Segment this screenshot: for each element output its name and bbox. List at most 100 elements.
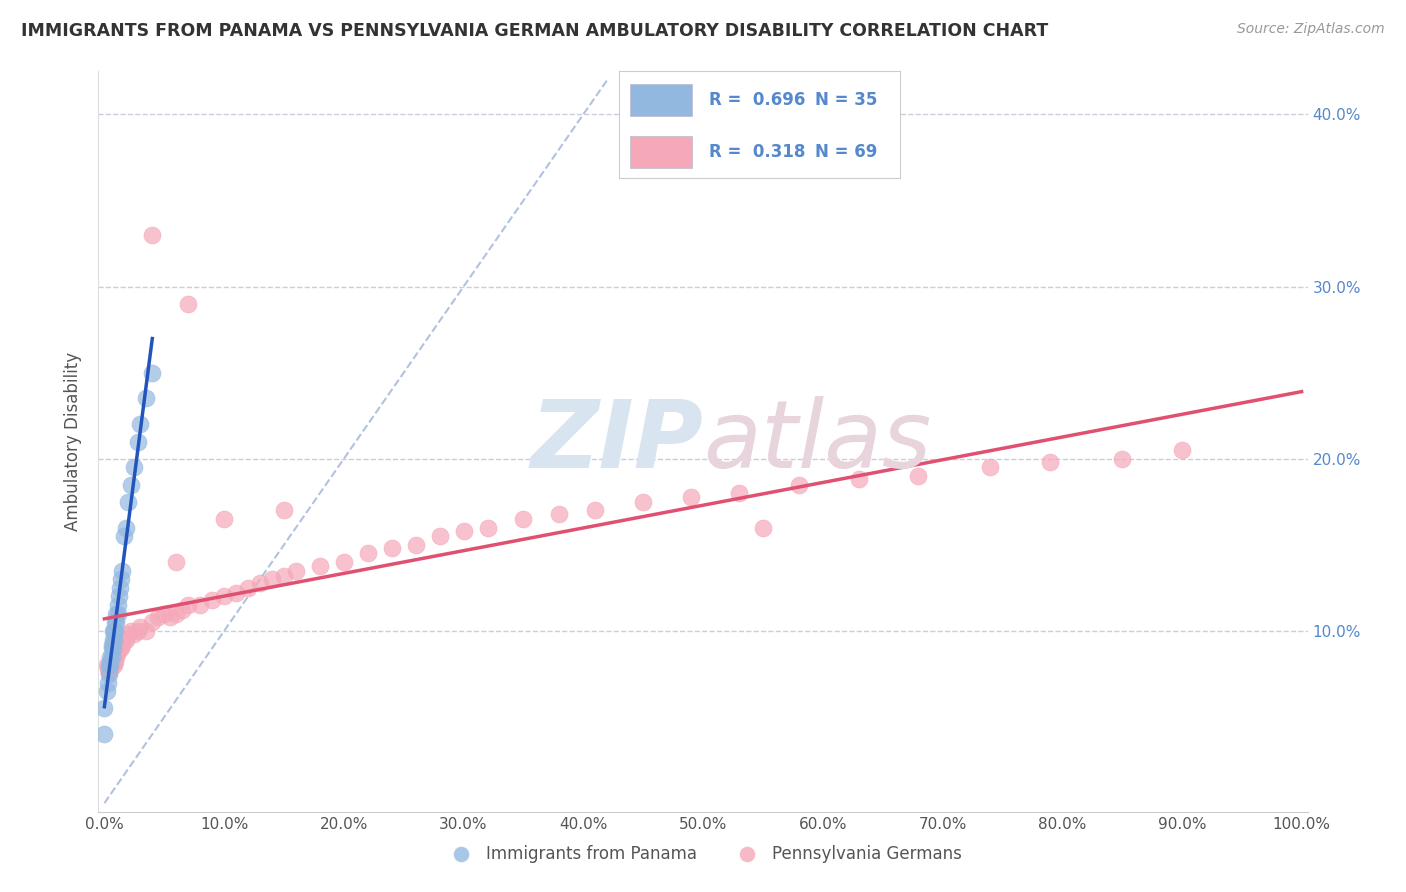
Point	[201, 593, 224, 607]
Point	[105, 615, 128, 630]
Point	[110, 641, 132, 656]
Point	[120, 624, 142, 638]
Point	[127, 624, 149, 638]
Point	[249, 575, 271, 590]
Point	[453, 524, 475, 538]
Point	[141, 615, 163, 630]
Text: IMMIGRANTS FROM PANAMA VS PENNSYLVANIA GERMAN AMBULATORY DISABILITY CORRELATION : IMMIGRANTS FROM PANAMA VS PENNSYLVANIA G…	[21, 22, 1049, 40]
Point	[100, 655, 122, 669]
Text: Source: ZipAtlas.com: Source: ZipAtlas.com	[1237, 22, 1385, 37]
Point	[96, 684, 118, 698]
Point	[105, 641, 128, 656]
Point	[97, 675, 120, 690]
Point	[429, 529, 451, 543]
Point	[165, 555, 187, 569]
Point	[148, 610, 170, 624]
Point	[631, 495, 654, 509]
Text: N = 69: N = 69	[815, 143, 877, 161]
Point	[112, 632, 135, 647]
Point	[159, 610, 181, 624]
Y-axis label: Ambulatory Disability: Ambulatory Disability	[65, 352, 83, 531]
Point	[787, 477, 810, 491]
Point	[110, 572, 132, 586]
Point	[105, 649, 128, 664]
Point	[93, 727, 115, 741]
Text: R =  0.318: R = 0.318	[709, 143, 806, 161]
Point	[333, 555, 356, 569]
Point	[103, 649, 125, 664]
Point	[135, 624, 157, 638]
Point	[124, 627, 146, 641]
Point	[1171, 443, 1194, 458]
Point	[98, 665, 121, 680]
Text: N = 35: N = 35	[815, 91, 877, 109]
Point	[212, 590, 235, 604]
Point	[107, 598, 129, 612]
Point	[165, 607, 187, 621]
Point	[98, 658, 121, 673]
Point	[101, 632, 124, 647]
Point	[103, 624, 125, 638]
Point	[100, 641, 122, 656]
Point	[104, 615, 127, 630]
Point	[153, 607, 176, 621]
Point	[104, 655, 127, 669]
Point	[381, 541, 404, 556]
Bar	[630, 136, 692, 168]
Point	[212, 512, 235, 526]
Point	[108, 638, 131, 652]
Point	[111, 638, 134, 652]
Point	[107, 607, 129, 621]
Point	[100, 649, 122, 664]
Point	[273, 569, 295, 583]
Point	[100, 638, 122, 652]
Point	[115, 632, 138, 647]
Point	[100, 658, 122, 673]
Point	[548, 507, 571, 521]
Point	[141, 366, 163, 380]
Point	[100, 658, 122, 673]
Point	[236, 581, 259, 595]
Point	[103, 658, 125, 673]
Point	[97, 662, 120, 676]
Point	[115, 521, 138, 535]
Point	[273, 503, 295, 517]
Point	[177, 598, 200, 612]
Point	[477, 521, 499, 535]
Point	[107, 590, 129, 604]
Point	[979, 460, 1001, 475]
Point	[107, 641, 129, 656]
Point	[101, 641, 124, 656]
Point	[188, 598, 211, 612]
Point	[105, 607, 128, 621]
Point	[309, 558, 332, 573]
Point	[111, 564, 134, 578]
Text: ZIP: ZIP	[530, 395, 703, 488]
Point	[848, 472, 870, 486]
Point	[172, 603, 194, 617]
Point	[100, 649, 122, 664]
Point	[100, 649, 122, 664]
Point	[177, 297, 200, 311]
Point	[907, 469, 929, 483]
Point	[512, 512, 534, 526]
Point	[141, 227, 163, 242]
Point	[679, 490, 702, 504]
Point	[135, 392, 157, 406]
Point	[752, 521, 775, 535]
Text: atlas: atlas	[703, 396, 931, 487]
Point	[127, 434, 149, 449]
Point	[117, 495, 139, 509]
Point	[98, 667, 121, 681]
Point	[120, 477, 142, 491]
Point	[101, 624, 124, 638]
Point	[1111, 451, 1133, 466]
Point	[1039, 455, 1062, 469]
Point	[129, 620, 152, 634]
Point	[225, 586, 247, 600]
Point	[124, 460, 146, 475]
Point	[93, 701, 115, 715]
Bar	[630, 84, 692, 116]
Point	[100, 662, 122, 676]
Point	[108, 581, 131, 595]
